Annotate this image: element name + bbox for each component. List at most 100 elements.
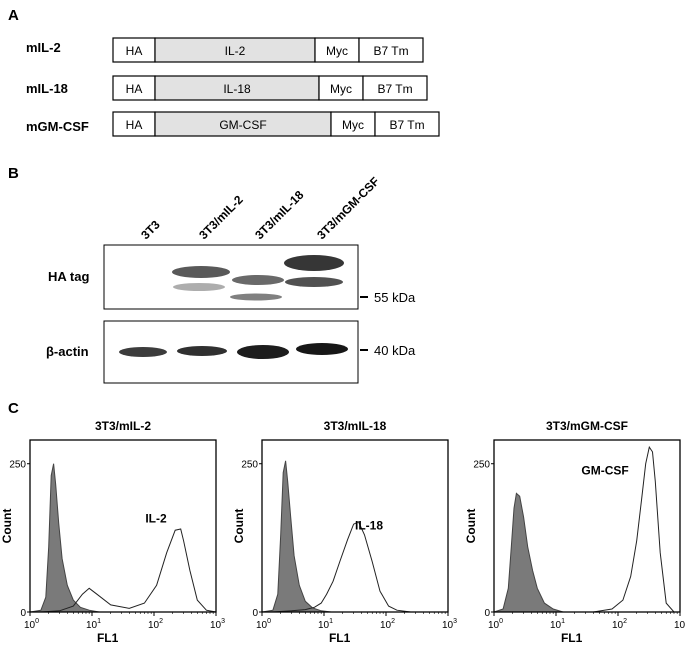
blot-ha-tag (103, 244, 359, 310)
blot-label-beta-actin: β-actin (46, 344, 89, 359)
blot-label-ha-tag: HA tag (48, 269, 89, 284)
segment-gmcsf-label: GM-CSF (219, 118, 266, 132)
x-tick-label: 103 (210, 618, 225, 631)
x-tick-label: 102 (612, 618, 627, 631)
plot-frame (493, 439, 681, 613)
y-tick-label: 250 (473, 460, 490, 471)
segment-il18 (154, 75, 320, 101)
x-tick-label: 100 (256, 618, 271, 631)
x-axis-label: FL1 (97, 631, 119, 645)
segment-b7tm (358, 37, 424, 63)
plot-frame (261, 439, 449, 613)
segment-b7tm (362, 75, 428, 101)
segment-myc-label: Myc (326, 44, 348, 58)
histogram-3: 3T3/mGM-CSFGM-CSF2500Count100101102103FL… (464, 419, 685, 645)
x-tick-label: 100 (24, 618, 39, 631)
panel-a-letter: A (8, 7, 19, 24)
y-tick-label: 0 (20, 608, 26, 619)
x-tick-label: 102 (148, 618, 163, 631)
ha-tag-bands (172, 255, 344, 301)
construct-name-mgmcsf: mGM-CSF (26, 119, 89, 134)
x-tick-exponent: 0 (499, 618, 503, 625)
stained-histogram (272, 521, 448, 613)
x-tick-exponent: 1 (329, 618, 333, 625)
band (119, 347, 167, 357)
marker-40-kda: 40 kDa (374, 343, 416, 358)
plot-title: 3T3/mGM-CSF (546, 419, 628, 433)
construct-name-mil2: mIL-2 (26, 40, 61, 55)
segment-b7tm (374, 111, 440, 137)
x-axis-label: FL1 (329, 631, 351, 645)
segment-b7tm-label: B7 Tm (389, 118, 424, 132)
segment-ha (112, 75, 156, 101)
segment-myc-label: Myc (342, 118, 364, 132)
x-tick-exponent: 2 (159, 618, 163, 625)
x-tick-exponent: 3 (221, 618, 225, 625)
x-tick-label: 103 (674, 618, 685, 631)
construct-mil18 (112, 75, 428, 101)
x-tick-label: 101 (550, 618, 565, 631)
segment-il2 (154, 37, 316, 63)
y-axis-label: Count (232, 509, 246, 544)
band (285, 277, 343, 287)
y-tick-label: 0 (252, 608, 258, 619)
segment-ha (112, 111, 156, 137)
segment-il2-label: IL-2 (225, 44, 246, 58)
construct-name-mil18: mIL-18 (26, 81, 68, 96)
plot-frame (29, 439, 217, 613)
band (173, 283, 225, 291)
panel-c-letter: C (8, 400, 19, 417)
segment-ha-label: HA (126, 82, 143, 96)
peak-label: IL-18 (355, 518, 383, 532)
peak-label: IL-2 (145, 512, 167, 526)
segment-b7tm-label: B7 Tm (373, 44, 408, 58)
peak-label: GM-CSF (581, 463, 628, 477)
band (172, 266, 230, 278)
panel-b-letter: B (8, 165, 19, 182)
band (284, 255, 344, 271)
lane-label-3t3: 3T3 (138, 217, 163, 242)
control-histogram (261, 460, 332, 613)
x-tick-exponent: 2 (391, 618, 395, 625)
construct-mil2 (112, 37, 424, 63)
lane-label-mgmcsf: 3T3/mGM-CSF (314, 174, 382, 242)
segment-ha-label: HA (126, 44, 143, 58)
segment-ha (112, 37, 156, 63)
segment-gmcsf (154, 111, 332, 137)
plot-title: 3T3/mIL-2 (95, 419, 151, 433)
segment-b7tm-label: B7 Tm (377, 82, 412, 96)
x-tick-label: 103 (442, 618, 457, 631)
lane-label-mil2: 3T3/mIL-2 (196, 192, 246, 242)
x-tick-exponent: 1 (561, 618, 565, 625)
x-tick-label: 102 (380, 618, 395, 631)
plot-title: 3T3/mIL-18 (324, 419, 387, 433)
x-tick-label: 100 (488, 618, 503, 631)
band (230, 293, 282, 301)
segment-myc (318, 75, 364, 101)
y-axis-label: Count (0, 509, 14, 544)
segment-myc-label: Myc (330, 82, 352, 96)
y-tick-label: 0 (484, 608, 490, 619)
x-axis-label: FL1 (561, 631, 583, 645)
x-tick-label: 101 (86, 618, 101, 631)
stained-histogram (40, 528, 217, 613)
x-tick-exponent: 0 (267, 618, 271, 625)
y-axis-label: Count (464, 509, 478, 544)
lane-label-mil18: 3T3/mIL-18 (252, 188, 306, 242)
x-tick-label: 101 (318, 618, 333, 631)
y-tick-label: 250 (241, 460, 258, 471)
x-tick-exponent: 1 (97, 618, 101, 625)
x-tick-exponent: 3 (453, 618, 457, 625)
y-tick-label: 250 (9, 460, 26, 471)
band (237, 345, 289, 359)
stained-histogram (556, 445, 680, 613)
marker-55-kda: 55 kDa (374, 290, 416, 305)
band (177, 346, 227, 356)
construct-mgmcsf (112, 111, 440, 137)
histogram-1: 3T3/mIL-2 IL-2 250 0 Count 100 101 102 103 FL1 (0, 419, 225, 645)
x-tick-exponent: 2 (623, 618, 627, 625)
segment-myc (314, 37, 360, 63)
